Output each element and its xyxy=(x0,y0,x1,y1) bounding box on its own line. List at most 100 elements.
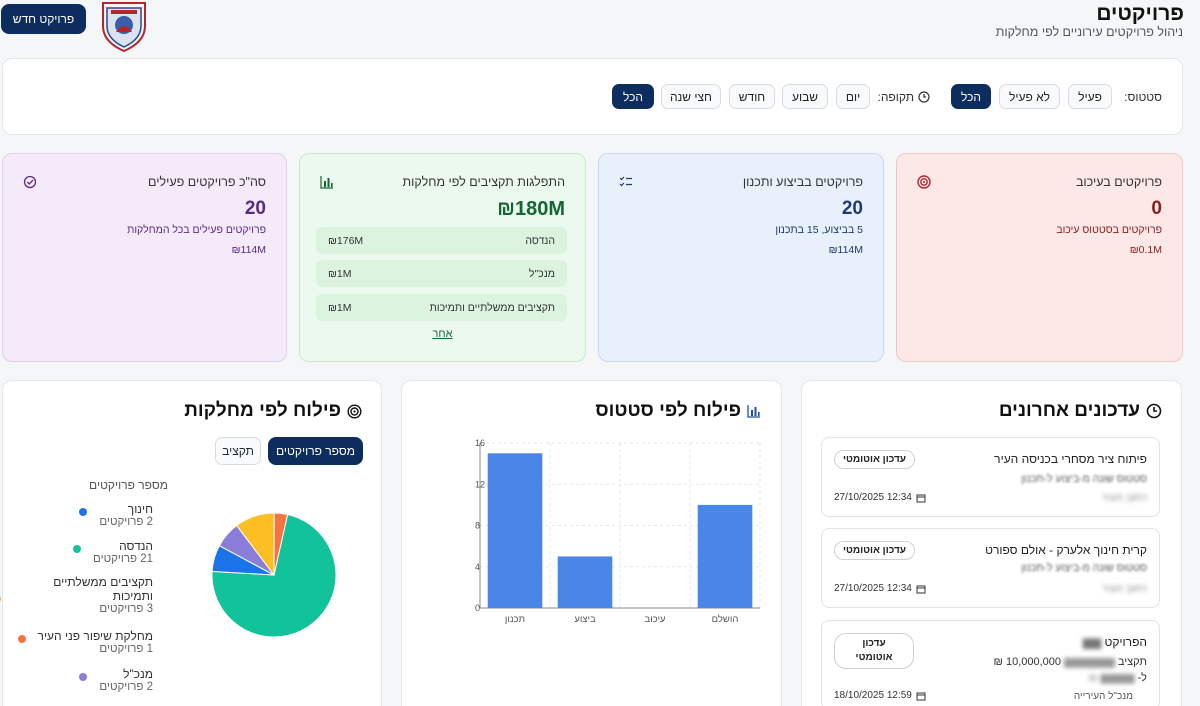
legend-dot xyxy=(79,673,88,681)
card-money: ₪0.1M xyxy=(1129,244,1162,256)
page-title: פרויקטים xyxy=(1096,2,1184,25)
status-option-active[interactable]: פעיל xyxy=(1068,84,1112,109)
status-chart-title-text: פילוח לפי סטטוס xyxy=(595,400,741,421)
card-title: פרויקטים בעיכוב xyxy=(1075,175,1162,189)
clock-icon xyxy=(1146,403,1162,419)
target-icon xyxy=(347,403,362,419)
update-title: פיתוח ציר מסחרי בכניסה העיר xyxy=(994,452,1147,466)
update-item[interactable]: הפרויקט ▆▆ עדכון אוטומטי תקציב ▆▆▆▆▆▆ 10… xyxy=(821,620,1160,706)
delayed-projects-card[interactable]: פרויקטים בעיכוב 0 פרויקטים בסטטוס עיכוב … xyxy=(896,153,1183,362)
department-panel: פילוח לפי מחלקות מספר פרויקטים תקציב מספ… xyxy=(0,380,382,706)
bar-chart-icon xyxy=(747,405,760,418)
card-value: 20 xyxy=(244,198,266,219)
card-subtitle: פרויקטים בסטטוס עיכוב xyxy=(1056,224,1162,236)
legend-item[interactable]: תקציבים ממשלתיים ותמיכות 3 פרויקטים xyxy=(0,575,153,615)
period-option-month[interactable]: חודש xyxy=(729,84,775,109)
update-detail-2-text: ל- xyxy=(1137,672,1148,684)
card-subtitle: 5 בביצוע, 15 בתכנון xyxy=(775,224,863,236)
period-option-week[interactable]: שבוע xyxy=(782,84,828,109)
status-chart-panel: פילוח לפי סטטוס 0 4 8 12 16 תכנון ביצוע עיכוב הו… xyxy=(401,380,782,706)
update-title: הפרויקט ▆▆ xyxy=(1082,635,1147,649)
legend-name: מחלקת שיפור פני העיר xyxy=(37,629,153,643)
calendar-icon xyxy=(916,494,926,502)
toggle-project-count[interactable]: מספר פרויקטים xyxy=(268,437,363,465)
card-subtitle: פרויקטים פעילים בכל המחלקות xyxy=(127,224,266,236)
check-circle-icon xyxy=(23,175,37,189)
period-option-half-year[interactable]: חצי שנה xyxy=(661,84,721,109)
legend-count: 1 פרויקטים xyxy=(99,643,153,655)
update-detail-amount: 10,000,000 ₪ xyxy=(993,656,1062,668)
card-title: התפלגות תקציבים לפי מחלקות xyxy=(402,175,565,189)
update-detail: סטטוס שונה מ-ביצוע ל-תכנון xyxy=(1021,473,1147,485)
target-icon xyxy=(917,175,931,189)
card-money: ₪114M xyxy=(828,244,863,256)
period-filter: תקופה: xyxy=(877,90,930,104)
recent-updates-title-text: עדכונים אחרונים xyxy=(998,400,1140,421)
card-title: סה"כ פרויקטים פעילים xyxy=(148,175,266,189)
municipality-logo xyxy=(99,0,149,53)
card-title: פרויקטים בביצוע ותכנון xyxy=(742,175,863,189)
update-user: רחוב העיר xyxy=(1101,492,1147,504)
legend-dot xyxy=(17,635,26,643)
update-detail-2: ל- ▆▆▆▆ ₪ xyxy=(1088,672,1148,684)
y-tick-label: 8 xyxy=(475,521,480,531)
more-link[interactable]: אחר xyxy=(432,328,453,340)
total-active-projects-card[interactable]: סה"כ פרויקטים פעילים 20 פרויקטים פעילים … xyxy=(2,153,287,362)
legend-title: מספר פרויקטים xyxy=(89,478,168,492)
budget-row: תקציבים ממשלתיים ותמיכות ₪1M xyxy=(316,294,567,321)
legend-item[interactable]: הנדסה 21 פרויקטים xyxy=(73,539,153,565)
period-option-day[interactable]: יום xyxy=(836,84,870,109)
legend-item[interactable]: חינוך 2 פרויקטים xyxy=(79,502,153,528)
budget-row-label: מנכ"ל xyxy=(528,268,555,280)
bar-ביצוע[interactable] xyxy=(557,556,613,608)
budget-row-amount: ₪176M xyxy=(328,235,364,247)
card-value: ₪180M xyxy=(497,198,565,220)
update-date: 12:34 27/10/2025 xyxy=(834,492,926,503)
in-progress-projects-card[interactable]: פרויקטים בביצוע ותכנון 20 5 בביצוע, 15 ב… xyxy=(598,153,884,362)
budget-row-amount: ₪1M xyxy=(328,302,352,314)
update-date: 12:34 27/10/2025 xyxy=(834,583,926,594)
x-tick-label: הושלם xyxy=(712,613,739,625)
update-title: קרית חינוך אלערק - אולם ספורט xyxy=(985,543,1147,557)
department-title-text: פילוח לפי מחלקות xyxy=(184,400,341,421)
new-project-button[interactable]: פרויקט חדש xyxy=(1,4,86,34)
period-option-all[interactable]: הכל xyxy=(612,84,654,109)
legend-item[interactable]: מנכ"ל 2 פרויקטים xyxy=(79,667,153,693)
legend-count: 2 פרויקטים xyxy=(99,516,153,528)
budget-distribution-card[interactable]: התפלגות תקציבים לפי מחלקות ₪180M הנדסה ₪… xyxy=(299,153,586,362)
bar-תכנון[interactable] xyxy=(487,453,543,608)
card-value: 0 xyxy=(1151,198,1162,219)
period-label: תקופה: xyxy=(877,90,914,104)
auto-update-badge: עדכון אוטומטי xyxy=(834,450,915,469)
status-chart-title: פילוח לפי סטטוס xyxy=(595,400,761,422)
legend-item[interactable]: מחלקת שיפור פני העיר 1 פרויקטים xyxy=(17,629,153,655)
update-item[interactable]: פיתוח ציר מסחרי בכניסה העיר עדכון אוטומט… xyxy=(821,437,1160,517)
legend-dot xyxy=(79,508,88,516)
update-user: מנכ"ל העירייה xyxy=(1073,691,1133,702)
budget-row: הנדסה ₪176M xyxy=(316,227,567,254)
status-option-all[interactable]: הכל xyxy=(951,84,991,109)
legend-count: 21 פרויקטים xyxy=(93,553,153,565)
auto-update-badge: עדכון אוטומטי xyxy=(834,633,914,669)
y-tick-label: 4 xyxy=(475,562,480,572)
bar-chart-icon xyxy=(320,176,333,189)
legend-name: מנכ"ל xyxy=(123,667,153,681)
card-value: 20 xyxy=(841,198,863,219)
budget-row: מנכ"ל ₪1M xyxy=(316,260,567,287)
bar-הושלם[interactable] xyxy=(697,504,753,608)
legend-dot xyxy=(73,545,82,553)
x-tick-label: עיכוב xyxy=(645,614,666,625)
calendar-icon xyxy=(916,692,926,700)
update-date: 12:59 18/10/2025 xyxy=(834,690,926,701)
pie-slice[interactable] xyxy=(273,512,289,576)
clock-icon xyxy=(918,91,930,103)
legend-count: 3 פרויקטים xyxy=(99,603,153,615)
y-tick-label: 0 xyxy=(475,603,480,613)
x-tick-label: תכנון xyxy=(505,614,525,625)
status-option-inactive[interactable]: לא פעיל xyxy=(999,84,1060,109)
update-item[interactable]: קרית חינוך אלערק - אולם ספורט עדכון אוטו… xyxy=(821,528,1160,608)
update-date-text: 12:34 27/10/2025 xyxy=(834,492,912,503)
update-title-text: הפרויקט xyxy=(1104,635,1147,649)
toggle-budget[interactable]: תקציב xyxy=(215,437,261,465)
